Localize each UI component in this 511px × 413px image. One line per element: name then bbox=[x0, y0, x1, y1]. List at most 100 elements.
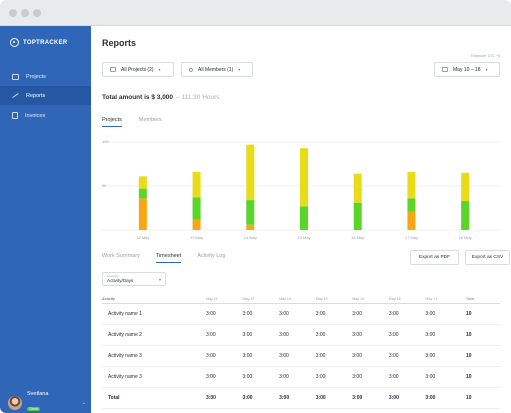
bar-segment bbox=[138, 198, 147, 230]
total-amount-label: Total amount is $ 3,000 bbox=[102, 94, 174, 101]
table-cell: 3:00 bbox=[205, 353, 216, 359]
bar-segment bbox=[407, 198, 416, 212]
tab-work-summary[interactable]: Work Summary bbox=[102, 253, 140, 259]
column-header: May 17 bbox=[425, 296, 438, 301]
members-filter-value: All Members (1) bbox=[198, 66, 234, 73]
chart-tabs: Projects Members bbox=[102, 117, 162, 127]
x-tick-label: 18 May bbox=[459, 235, 472, 240]
column-header: May 12 bbox=[242, 296, 255, 301]
column-header: Activity bbox=[102, 296, 115, 301]
sidebar-item-label: Invoices bbox=[25, 112, 46, 119]
window-maximize-button[interactable] bbox=[33, 9, 41, 17]
table-cell: 3:00 bbox=[425, 332, 436, 338]
table-cell: 3:00 bbox=[425, 374, 436, 380]
timezone-label: Timezone: UTC +8 bbox=[470, 54, 500, 58]
table-cell: 3:00 bbox=[352, 311, 362, 317]
activity-name: Activity name 3 bbox=[108, 353, 142, 359]
table-cell: 3:00 bbox=[352, 353, 362, 359]
avatar bbox=[8, 396, 22, 410]
tab-activity-log[interactable]: Activity Log bbox=[197, 253, 226, 259]
table-cell: 3:00 bbox=[388, 353, 399, 359]
tab-members[interactable]: Members bbox=[138, 117, 162, 123]
tab-timesheet[interactable]: Timesheet bbox=[155, 253, 182, 263]
table-cell: 3:00 bbox=[425, 311, 436, 317]
table-cell: 3:00 bbox=[242, 374, 253, 380]
y-tick-label: 5h bbox=[102, 183, 106, 188]
table-cell: 3:00 bbox=[242, 332, 253, 338]
date-range-picker[interactable]: May 10 – 18 ▾ bbox=[434, 62, 500, 77]
bar-segment bbox=[246, 144, 255, 201]
brand-name: TOPTRACKER bbox=[23, 39, 68, 46]
column-header: May 11 bbox=[205, 296, 218, 301]
y-tick-label: 10h bbox=[102, 139, 109, 144]
table-cell: 3:00 bbox=[315, 374, 326, 380]
table-row[interactable]: Activity name 2 3:00 3:00 3:00 3:00 3:00 3:00 3… bbox=[102, 325, 500, 346]
projects-filter-dropdown[interactable]: All Projects (2) ▾ bbox=[102, 62, 174, 77]
bar-segment bbox=[246, 200, 255, 225]
chart-line-icon bbox=[12, 92, 19, 99]
column-header: May 15 bbox=[315, 296, 328, 301]
user-menu[interactable]: Svetlana Client ⌄ bbox=[8, 391, 86, 413]
members-filter-dropdown[interactable]: All Members (1) ▾ bbox=[181, 62, 253, 77]
main-content: Reports Timezone: UTC +8 All Projects (2… bbox=[91, 26, 511, 413]
column-header: May 16 bbox=[388, 296, 401, 301]
table-row[interactable]: Activity name 3 3:00 3:00 3:00 3:00 3:00 3:00 3… bbox=[102, 346, 500, 367]
table-row[interactable]: Activity name 1 3:00 3:00 3:00 3:00 3:00 3:00 3… bbox=[102, 304, 500, 325]
export-pdf-button[interactable]: Export as PDF bbox=[410, 250, 459, 265]
bar-segment bbox=[246, 224, 255, 230]
bar-segment bbox=[300, 148, 308, 207]
x-tick-label: 13 May bbox=[190, 235, 203, 240]
table-cell: 3:00 bbox=[279, 353, 289, 359]
invoice-icon bbox=[12, 112, 18, 119]
bar-segment bbox=[192, 171, 201, 198]
bar-segment bbox=[407, 211, 416, 230]
table-cell: 3:00 bbox=[205, 332, 216, 338]
bar-segment bbox=[353, 173, 362, 203]
table-cell: 3:00 bbox=[315, 311, 326, 317]
activity-name: Activity name 3 bbox=[108, 374, 142, 380]
bar-segment bbox=[461, 172, 470, 201]
table-cell: 3:00 bbox=[205, 395, 216, 401]
table-row[interactable]: Activity name 3 3:00 3:00 3:00 3:00 3:00 3:00 3… bbox=[102, 367, 500, 388]
detail-tabs: Work Summary Timesheet Activity Log bbox=[102, 253, 225, 263]
user-name: Svetlana bbox=[27, 391, 49, 397]
table-cell: 3:00 bbox=[388, 332, 399, 338]
sidebar-item-label: Projects bbox=[26, 73, 46, 80]
bar-segment bbox=[407, 171, 416, 199]
row-total: 10 bbox=[466, 311, 472, 317]
activity-name: Activity name 2 bbox=[108, 332, 142, 338]
table-cell: 3:00 bbox=[279, 395, 290, 401]
table-cell: 3:00 bbox=[205, 374, 216, 380]
sidebar-item-invoices[interactable]: Invoices bbox=[0, 106, 91, 125]
sidebar-item-reports[interactable]: Reports bbox=[0, 86, 91, 105]
toptracker-logo-icon bbox=[10, 38, 19, 47]
sidebar-item-label: Reports bbox=[26, 92, 46, 99]
tab-projects[interactable]: Projects bbox=[102, 117, 122, 127]
table-cell: 3:00 bbox=[279, 374, 289, 380]
chevron-down-icon: ▾ bbox=[485, 67, 488, 72]
x-tick-label: 14 May bbox=[244, 235, 257, 240]
grouping-select[interactable]: Grouping Activity/Days ▾ bbox=[102, 272, 166, 286]
date-range-value: May 10 – 18 bbox=[453, 66, 481, 73]
sidebar-item-projects[interactable]: Projects bbox=[0, 67, 91, 86]
window-minimize-button[interactable] bbox=[21, 9, 29, 17]
column-header: May 16 bbox=[352, 296, 365, 301]
table-header-row: Activity May 11 May 12 May 14 May 15 May 16 Ma… bbox=[102, 294, 500, 304]
activity-name: Total bbox=[108, 395, 120, 401]
table-cell: 3:00 bbox=[315, 395, 326, 401]
column-header: Total bbox=[466, 296, 475, 301]
export-csv-button[interactable]: Export as CSV bbox=[465, 250, 510, 265]
table-cell: 3:00 bbox=[425, 395, 436, 401]
activity-name: Activity name 1 bbox=[108, 311, 142, 317]
folder-icon bbox=[12, 73, 19, 80]
window-titlebar bbox=[0, 0, 511, 26]
person-icon bbox=[189, 67, 193, 72]
window-close-button[interactable] bbox=[9, 9, 17, 17]
calendar-icon bbox=[442, 67, 448, 72]
brand-logo[interactable]: TOPTRACKER bbox=[10, 38, 68, 47]
hours-bar-chart: 10h 5h 12 May 13 May 14 May 15 May 16 May 17 Ma… bbox=[102, 139, 500, 240]
table-cell: 3:00 bbox=[388, 395, 399, 401]
bar-segment bbox=[461, 200, 470, 230]
table-total-row[interactable]: Total 3:00 3:00 3:00 3:00 3:00 3:00 3:00 10 bbox=[102, 388, 500, 409]
